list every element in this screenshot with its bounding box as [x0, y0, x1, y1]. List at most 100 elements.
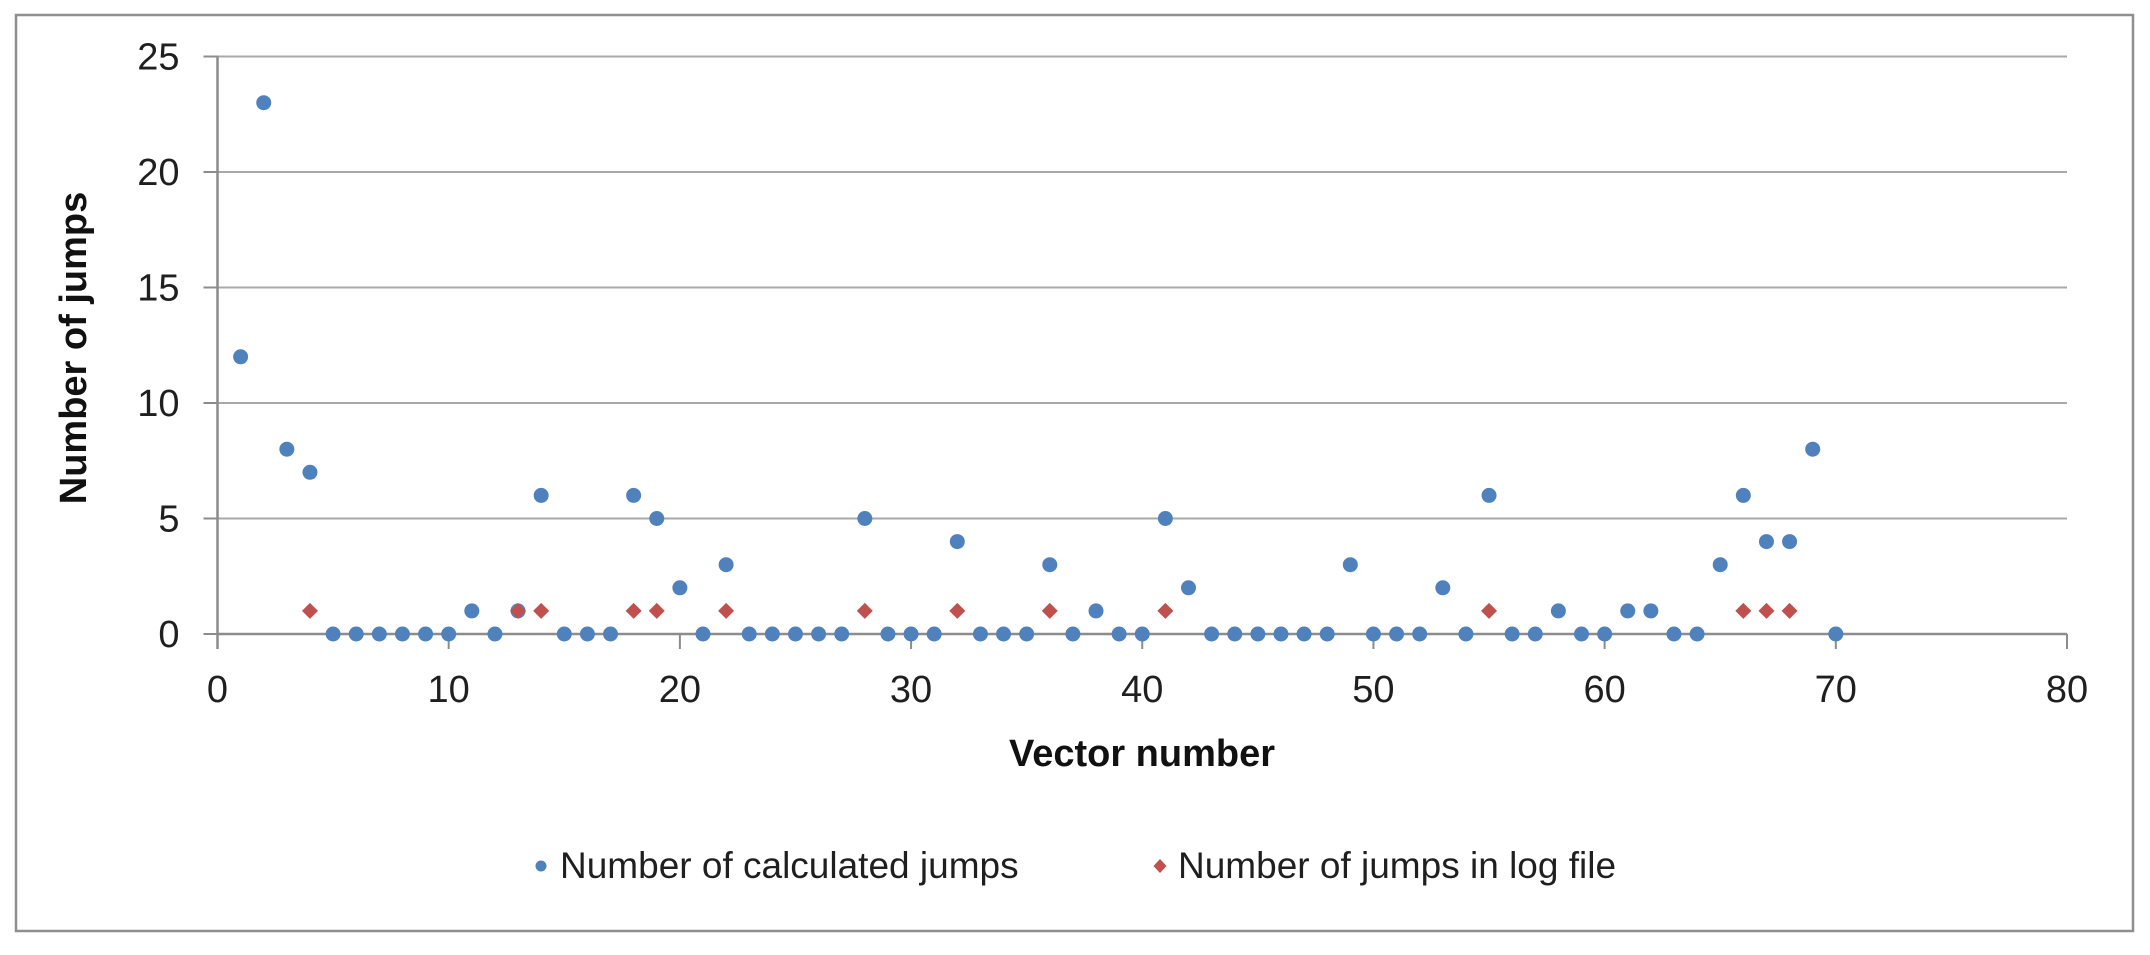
- data-point-calculated-x22: [718, 557, 734, 573]
- data-point-log-x68: [1781, 602, 1798, 619]
- data-point-calculated-x56: [1504, 626, 1520, 642]
- data-point-calculated-x51: [1389, 626, 1405, 642]
- data-point-calculated-x48: [1319, 626, 1335, 642]
- data-point-log-x66: [1735, 602, 1752, 619]
- data-point-calculated-x8: [394, 626, 410, 642]
- data-point-calculated-x60: [1597, 626, 1613, 642]
- data-point-calculated-x9: [418, 626, 434, 642]
- x-tick-label-10: 10: [428, 669, 470, 711]
- data-point-calculated-x39: [1111, 626, 1127, 642]
- x-tick-label-40: 40: [1121, 669, 1163, 711]
- data-point-calculated-x70: [1828, 626, 1844, 642]
- data-point-calculated-x41: [1157, 511, 1173, 526]
- data-point-calculated-x68: [1782, 534, 1798, 550]
- data-point-log-x55: [1481, 602, 1498, 619]
- data-point-calculated-x11: [464, 603, 480, 619]
- data-point-calculated-x1: [233, 349, 249, 365]
- data-point-log-x19: [648, 602, 665, 619]
- data-point-calculated-x32: [949, 534, 965, 550]
- data-point-calculated-x31: [926, 626, 942, 642]
- data-point-calculated-x6: [348, 626, 364, 642]
- data-point-calculated-x53: [1435, 580, 1451, 596]
- data-point-calculated-x23: [741, 626, 757, 642]
- data-point-calculated-x2: [256, 95, 272, 111]
- data-point-calculated-x25: [787, 626, 803, 642]
- data-point-calculated-x40: [1134, 626, 1150, 642]
- x-tick-label-80: 80: [2046, 669, 2088, 711]
- data-point-calculated-x10: [441, 626, 457, 642]
- data-point-calculated-x12: [487, 626, 503, 642]
- data-point-log-x18: [625, 602, 642, 619]
- data-point-calculated-x52: [1412, 626, 1428, 642]
- series-jumps-in-log-file: [301, 602, 1798, 619]
- data-point-calculated-x30: [903, 626, 919, 642]
- data-point-calculated-x35: [1019, 626, 1035, 642]
- data-point-calculated-x18: [626, 487, 642, 503]
- data-point-calculated-x61: [1620, 603, 1636, 619]
- legend: Number of calculated jumps Number of jum…: [535, 845, 1616, 886]
- legend-label-calculated-jumps: Number of calculated jumps: [560, 845, 1019, 886]
- y-tick-label-25: 25: [137, 37, 179, 79]
- data-point-calculated-x28: [857, 511, 873, 526]
- data-point-log-x36: [1041, 602, 1058, 619]
- data-point-calculated-x64: [1689, 626, 1705, 642]
- x-tick-label-20: 20: [659, 669, 701, 711]
- y-axis-title: Number of jumps: [53, 192, 95, 504]
- data-point-calculated-x24: [764, 626, 780, 642]
- legend-label-jumps-in-log-file: Number of jumps in log file: [1178, 845, 1616, 886]
- data-point-calculated-x46: [1273, 626, 1289, 642]
- data-point-log-x4: [301, 602, 318, 619]
- x-tick-label-70: 70: [1815, 669, 1857, 711]
- x-axis-title: Vector number: [1009, 733, 1275, 775]
- data-point-calculated-x34: [996, 626, 1012, 642]
- gridlines: [217, 55, 2067, 520]
- data-point-calculated-x62: [1643, 603, 1659, 619]
- data-point-calculated-x29: [880, 626, 896, 642]
- data-point-calculated-x67: [1758, 534, 1774, 550]
- data-point-calculated-x21: [695, 626, 711, 642]
- data-point-calculated-x49: [1342, 557, 1358, 573]
- data-point-log-x13: [510, 602, 527, 619]
- data-point-log-x14: [533, 602, 550, 619]
- data-point-calculated-x14: [533, 487, 549, 503]
- data-point-calculated-x15: [556, 626, 572, 642]
- data-point-calculated-x36: [1042, 557, 1058, 573]
- data-point-calculated-x66: [1735, 487, 1751, 503]
- data-point-calculated-x42: [1180, 580, 1196, 596]
- data-point-calculated-x20: [672, 580, 688, 596]
- data-point-calculated-x4: [302, 464, 318, 480]
- y-axis-tick-labels: 0 5 10 15 20 25: [137, 37, 179, 657]
- data-point-calculated-x16: [579, 626, 595, 642]
- series-calculated-jumps: [233, 95, 1844, 642]
- y-tick-label-15: 15: [137, 268, 179, 310]
- x-tick-label-60: 60: [1583, 669, 1625, 711]
- data-point-calculated-x58: [1550, 603, 1566, 619]
- data-point-calculated-x54: [1458, 626, 1474, 642]
- data-point-calculated-x17: [603, 626, 619, 642]
- data-point-calculated-x69: [1805, 441, 1821, 457]
- chart-border: [14, 13, 2135, 933]
- data-point-log-x41: [1157, 602, 1174, 619]
- data-point-calculated-x37: [1065, 626, 1081, 642]
- y-tick-label-0: 0: [158, 614, 179, 656]
- data-point-log-x28: [856, 602, 873, 619]
- data-point-calculated-x19: [649, 511, 665, 526]
- data-point-calculated-x44: [1227, 626, 1243, 642]
- x-tick-label-0: 0: [207, 669, 228, 711]
- data-point-calculated-x7: [371, 626, 387, 642]
- data-point-calculated-x43: [1204, 626, 1220, 642]
- data-point-log-x22: [718, 602, 735, 619]
- x-axis-tick-labels: 0 10 20 30 40 50 60 70 80: [207, 669, 2088, 711]
- x-tick-label-50: 50: [1352, 669, 1394, 711]
- y-tick-label-10: 10: [137, 383, 179, 425]
- data-point-log-x32: [949, 602, 966, 619]
- data-point-calculated-x45: [1250, 626, 1266, 642]
- data-point-calculated-x33: [972, 626, 988, 642]
- legend-marker-calculated-jumps: [535, 860, 547, 872]
- data-point-calculated-x65: [1712, 557, 1728, 573]
- data-point-calculated-x59: [1574, 626, 1590, 642]
- data-point-log-x67: [1758, 602, 1775, 619]
